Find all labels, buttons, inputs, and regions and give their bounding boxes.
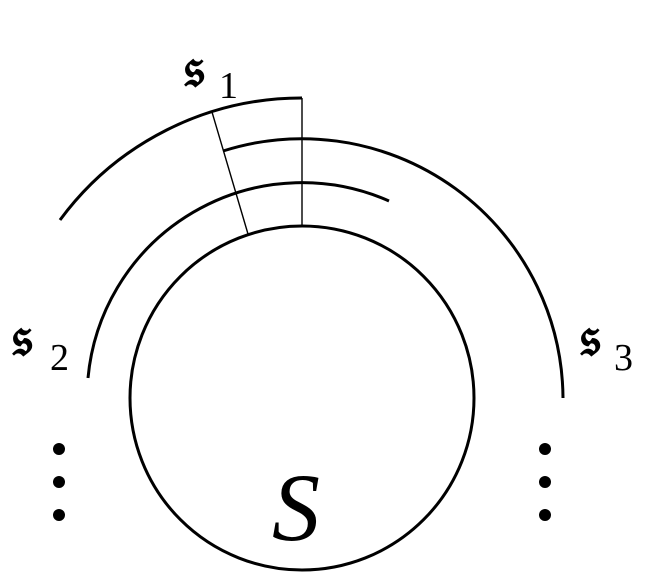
ellipsis-right [539,443,551,521]
label-base-set: S [272,454,320,561]
fiber-line-slanted [211,111,249,235]
ellipsis-left-dot [53,443,65,455]
label-sheet-1-symbol: 𝔰 [183,35,205,99]
ellipsis-right-dot [539,443,551,455]
arc-layer-outer [58,96,303,221]
ellipsis-left [53,443,65,521]
ellipsis-left-dot [53,476,65,488]
ellipsis-left-dot [53,509,65,521]
label-sheet-2-symbol: 𝔰 [11,304,33,368]
label-sheet-1-index: 1 [219,65,238,107]
label-sheet-3-symbol: 𝔰 [579,304,601,368]
label-sheet-2-index: 2 [50,337,69,379]
ellipsis-right-dot [539,509,551,521]
arc-layer-inner [86,181,390,379]
label-sheet-3-index: 3 [614,337,633,379]
arc-layer-middle [222,137,565,399]
ellipsis-right-dot [539,476,551,488]
